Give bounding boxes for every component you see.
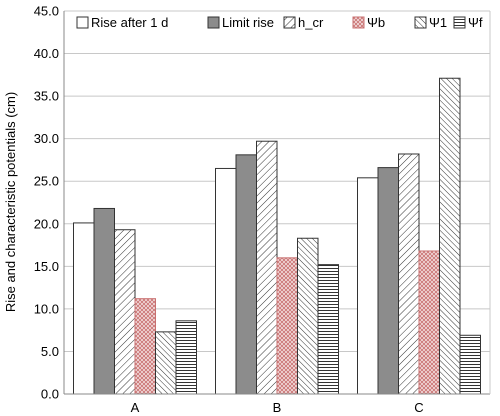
legend-label-0: Rise after 1 d <box>91 15 168 30</box>
bar-2-1 <box>256 140 278 395</box>
legend-swatch-0 <box>76 16 89 29</box>
legend-label-4: Ψ1 <box>429 15 447 30</box>
y-tick-label: 30.0 <box>34 131 59 146</box>
legend-label-1: Limit rise <box>222 15 274 30</box>
x-tick-label: C <box>414 400 423 415</box>
bar-3-2 <box>418 250 440 395</box>
y-tick-label: 45.0 <box>34 4 59 19</box>
y-tick-label: 20.0 <box>34 216 59 231</box>
bar-5-1 <box>317 264 339 395</box>
x-axis-tick-labels: A B C <box>131 400 424 415</box>
legend-swatch-1 <box>207 16 220 29</box>
bar-4-1 <box>297 237 319 395</box>
bar-1-0 <box>93 207 115 395</box>
bar-4-2 <box>439 77 461 395</box>
legend-swatch-3 <box>352 16 365 29</box>
bar-3-1 <box>276 257 298 395</box>
y-tick-label: 5.0 <box>41 344 59 359</box>
bar-2-2 <box>398 153 420 395</box>
axes <box>63 11 491 395</box>
bar-1-1 <box>235 154 257 395</box>
y-tick-label: 40.0 <box>34 46 59 61</box>
bar-1-2 <box>377 167 399 395</box>
y-axis-title: Rise and characteristic potentials (cm) <box>3 92 18 312</box>
y-axis-tick-labels: 0.0 5.0 10.0 15.0 20.0 25.0 30.0 35.0 40.0 45.0 <box>34 4 59 402</box>
y-tick-label: 15.0 <box>34 259 59 274</box>
legend-swatch-2 <box>283 16 296 29</box>
y-tick-label: 25.0 <box>34 174 59 189</box>
y-tick-label: 35.0 <box>34 89 59 104</box>
y-tick-label: 10.0 <box>34 301 59 316</box>
bar-5-2 <box>459 334 481 395</box>
legend: Rise after 1 d Limit rise h_cr Ψb Ψ1 Ψf <box>76 15 483 30</box>
bar-0-1 <box>215 167 237 395</box>
bar-2-0 <box>114 229 136 395</box>
legend-swatch-4 <box>414 16 427 29</box>
bar-3-0 <box>134 298 156 395</box>
x-tick-label: A <box>131 400 140 415</box>
x-tick-label: B <box>273 400 282 415</box>
legend-label-3: Ψb <box>367 15 385 30</box>
y-tick-label: 0.0 <box>41 387 59 402</box>
legend-label-5: Ψf <box>468 15 483 30</box>
legend-label-2: h_cr <box>298 15 324 30</box>
bar-4-0 <box>155 331 177 395</box>
bar-0-2 <box>357 177 379 395</box>
legend-swatch-5 <box>453 16 466 29</box>
bar-0-0 <box>73 222 95 395</box>
bar-5-0 <box>175 320 197 395</box>
bars <box>73 77 481 395</box>
